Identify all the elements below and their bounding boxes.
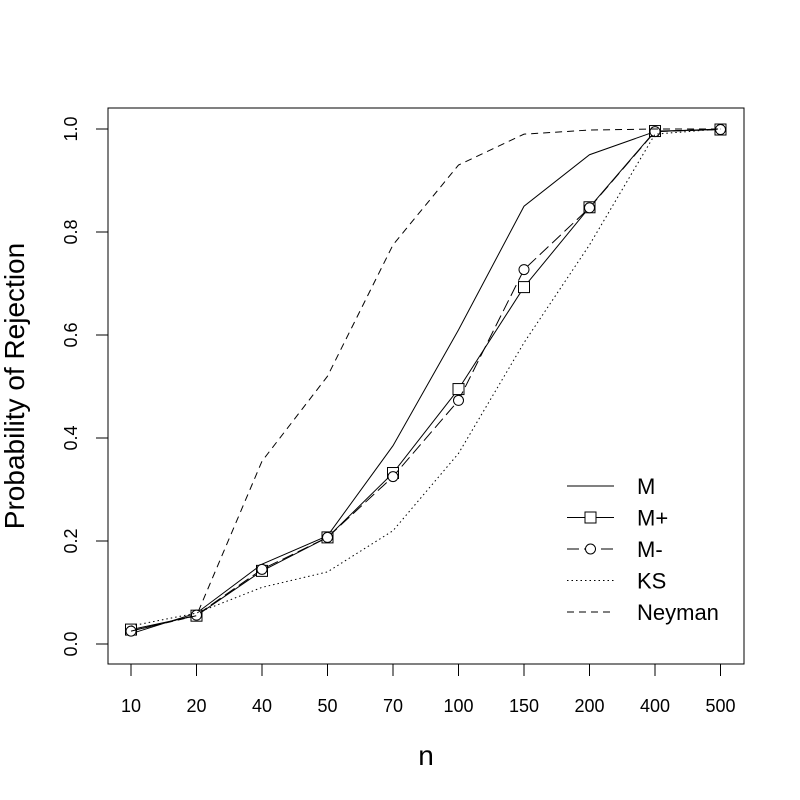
x-tick-label: 150 (509, 696, 539, 716)
series-line (130, 129, 721, 632)
x-axis: 10 20 40 50 70 100 150 200 400 500 (121, 663, 736, 716)
legend-label: M (637, 474, 655, 499)
x-tick-label: 200 (574, 696, 604, 716)
y-tick-label: 0.4 (61, 425, 81, 450)
legend-label: M+ (637, 506, 668, 531)
legend-marker-square (584, 511, 597, 524)
series-layer (125, 123, 727, 637)
y-tick-label: 0.2 (61, 528, 81, 553)
y-tick-label: 0.8 (61, 219, 81, 244)
series-line (130, 128, 721, 632)
x-tick-label: 500 (705, 696, 735, 716)
y-tick-label: 1.0 (61, 116, 81, 141)
x-tick-label: 100 (443, 696, 473, 716)
legend-label: Neyman (637, 600, 719, 625)
data-point-circle (191, 609, 202, 621)
data-point-circle (453, 394, 464, 406)
series-m (130, 128, 721, 635)
y-axis: 0.0 0.2 0.4 0.6 0.8 1.0 (61, 116, 109, 657)
legend-label: KS (637, 569, 666, 594)
series-m- (125, 124, 726, 637)
x-tick-label: 70 (383, 696, 403, 716)
legend: M M+ M- KS Neyman (567, 474, 719, 625)
y-tick-label: 0.6 (61, 322, 81, 347)
series-line (130, 128, 721, 635)
data-point-circle (256, 563, 268, 575)
data-point-circle (518, 264, 530, 276)
data-point-square (452, 383, 465, 396)
x-tick-label: 50 (317, 696, 337, 716)
y-tick-label: 0.0 (61, 631, 81, 656)
x-axis-title: n (418, 740, 434, 771)
series-ks (130, 128, 721, 627)
data-point-circle (322, 531, 333, 543)
x-tick-label: 40 (252, 696, 272, 716)
legend-marker-circle (585, 543, 596, 555)
series-m- (125, 123, 727, 636)
data-point-square (518, 281, 530, 294)
series-neyman (130, 128, 721, 632)
data-point-circle (584, 202, 595, 214)
x-tick-label: 20 (186, 696, 206, 716)
series-line (130, 128, 721, 627)
legend-label: M- (637, 537, 663, 562)
x-tick-label: 10 (121, 696, 141, 716)
y-axis-title: Probability of Rejection (0, 243, 30, 529)
data-point-circle (715, 124, 726, 136)
x-tick-label: 400 (640, 696, 670, 716)
data-point-circle (387, 471, 399, 483)
